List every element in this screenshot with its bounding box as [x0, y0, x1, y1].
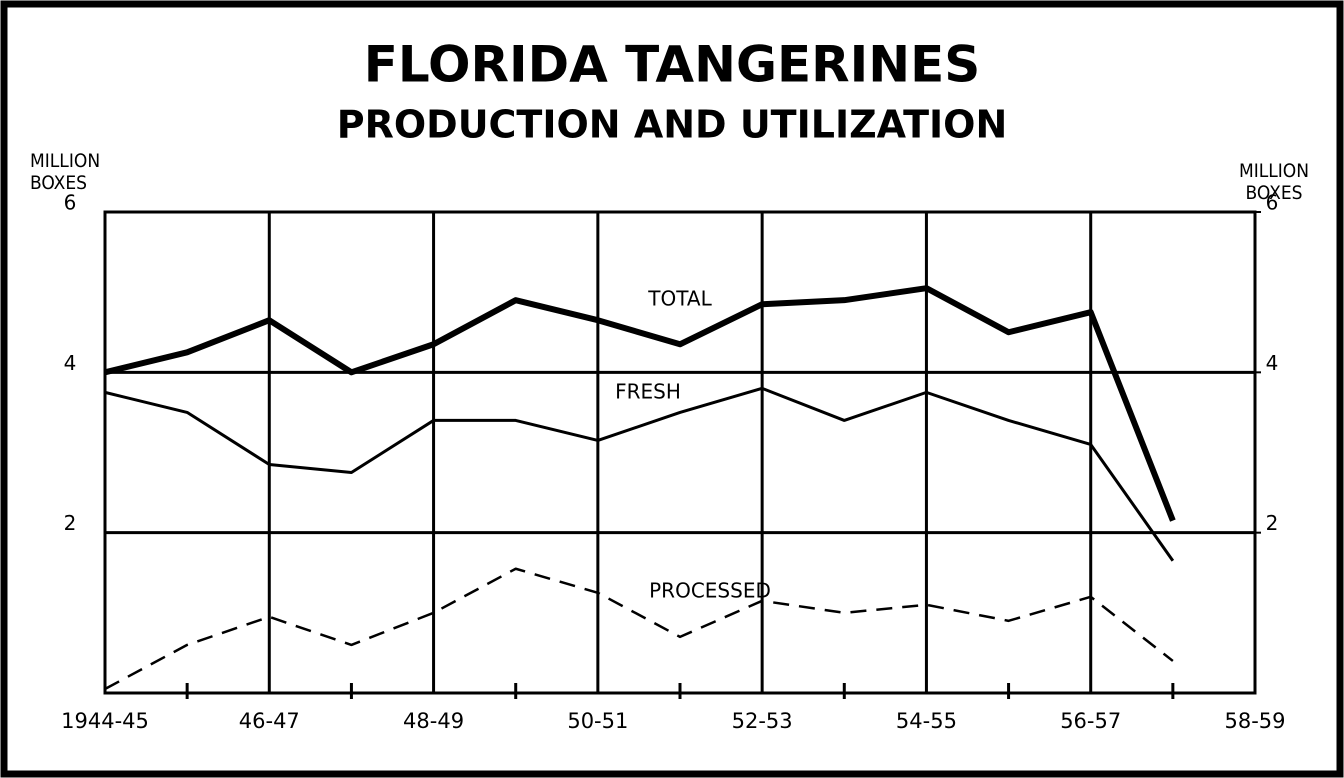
series-label: TOTAL	[647, 287, 712, 311]
chart-subtitle: PRODUCTION AND UTILIZATION	[337, 103, 1008, 147]
x-tick-label: 1944-45	[61, 709, 149, 733]
series-line	[104, 567, 1174, 691]
x-tick-label: 58-59	[1224, 709, 1285, 733]
y-tick-label: 6	[64, 191, 77, 215]
series-line	[104, 386, 1175, 562]
y2-tick-label: 4	[1266, 351, 1279, 375]
chart-title: FLORIDA TANGERINES	[364, 36, 981, 94]
y-tick-label: 2	[64, 511, 77, 535]
y2-tick-label: 2	[1266, 511, 1279, 535]
x-tick-label: 52-53	[732, 709, 793, 733]
y2-tick-label: 6	[1266, 191, 1279, 215]
x-tick-label: 56-57	[1060, 709, 1121, 733]
series-label: PROCESSED	[649, 579, 771, 603]
x-tick-label: 50-51	[567, 709, 628, 733]
x-tick-label: 54-55	[896, 709, 957, 733]
y-tick-label: 4	[64, 351, 77, 375]
y2-axis-label: MILLION BOXES	[1238, 160, 1310, 204]
series-line	[104, 285, 1176, 522]
series-label: FRESH	[615, 380, 681, 404]
x-tick-label: 48-49	[403, 709, 464, 733]
x-tick-label: 46-47	[239, 709, 300, 733]
y-axis-label: MILLION BOXES	[30, 150, 101, 194]
